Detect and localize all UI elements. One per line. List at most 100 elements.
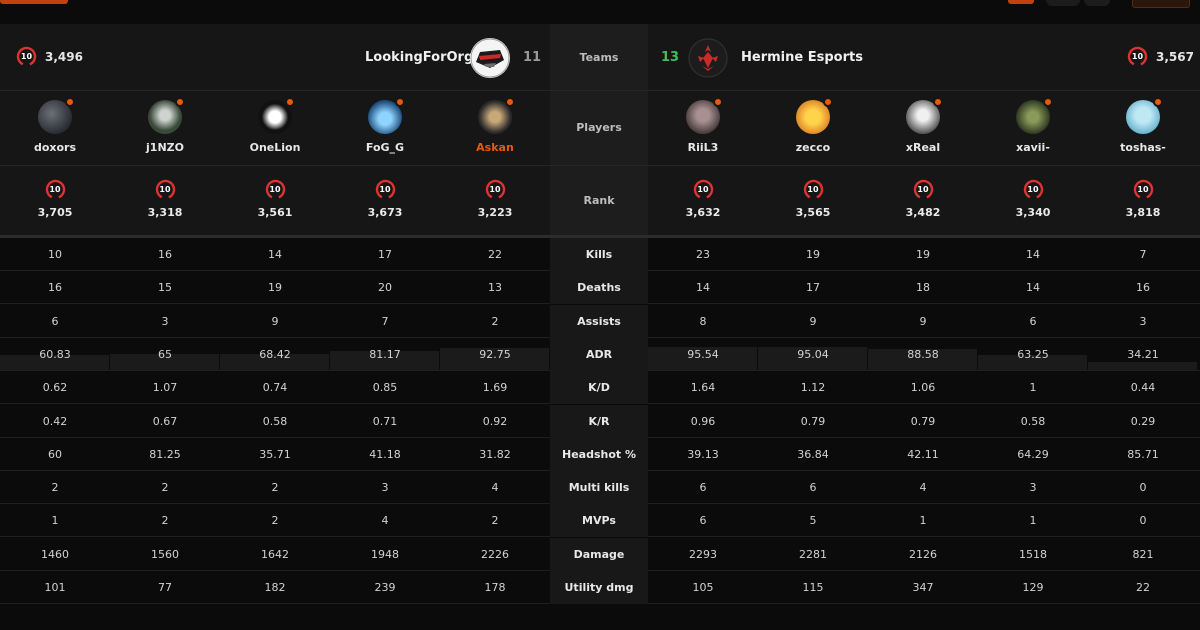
stat-row: Kills 10 16 14 17 22 23 19 19 14 7 (0, 238, 1200, 271)
stat-row: MVPs 1 2 2 4 2 6 5 1 1 0 (0, 504, 1200, 538)
avatar[interactable] (906, 97, 943, 134)
player-name[interactable]: doxors (33, 141, 77, 154)
player-rank: 10 3,705 (0, 177, 110, 219)
player-card[interactable]: OneLion (220, 97, 330, 154)
player-card[interactable]: FoG_G (330, 97, 440, 154)
stat-value: 77 (158, 581, 172, 594)
stat-value: 2 (491, 314, 499, 328)
stat-value: 1.69 (482, 381, 508, 395)
player-card[interactable]: xReal (868, 97, 978, 154)
stat-value: 1 (1029, 514, 1037, 528)
stat-label-cell (550, 337, 648, 371)
team-right-logo[interactable] (688, 38, 728, 78)
divider (0, 90, 1200, 91)
stat-value: 85.71 (1127, 447, 1159, 461)
player-rank: 10 3,673 (330, 177, 440, 219)
player-card[interactable]: j1NZO (110, 97, 220, 154)
stat-label: Headshot % (561, 447, 636, 461)
avatar[interactable] (478, 97, 515, 134)
stat-value: 19 (806, 248, 820, 261)
player-card[interactable]: xavii- (978, 97, 1088, 154)
stat-row: Multi kills 2 2 2 3 4 6 6 4 3 0 (0, 471, 1200, 505)
stat-value: 2 (491, 514, 499, 528)
rank-level-icon: 10 (265, 179, 286, 200)
player-name[interactable]: j1NZO (146, 141, 184, 154)
stat-value: 2 (271, 514, 279, 528)
status-dot-icon (395, 97, 405, 107)
team-left-logo[interactable] (470, 38, 510, 78)
stat-value: 0.79 (800, 414, 826, 428)
player-name[interactable]: Askan (476, 141, 514, 154)
stat-label: Multi kills (568, 481, 630, 495)
player-card[interactable]: zecco (758, 97, 868, 154)
stat-value: 6 (699, 481, 707, 495)
stat-value: 1460 (41, 547, 69, 561)
stat-value: 95.04 (797, 347, 829, 361)
adr-bar (220, 353, 329, 370)
player-elo: 3,561 (257, 206, 293, 219)
avatar[interactable] (148, 97, 185, 134)
player-rank: 10 3,818 (1088, 177, 1198, 219)
player-name[interactable]: zecco (795, 141, 831, 154)
stat-value: 4 (491, 481, 499, 495)
stat-value: 1518 (1019, 547, 1047, 561)
adr-bar (110, 353, 219, 370)
stat-value: 9 (271, 314, 279, 328)
stat-value: 64.29 (1017, 447, 1049, 461)
stat-row: K/R 0.42 0.67 0.58 0.71 0.92 0.96 0.79 0.79 0.58 0… (0, 404, 1200, 438)
stat-value: 16 (48, 281, 62, 295)
stat-value: 347 (912, 581, 934, 594)
stat-value: 35.71 (259, 447, 291, 461)
player-card[interactable]: RiiL3 (648, 97, 758, 154)
avatar[interactable] (1126, 97, 1163, 134)
player-name[interactable]: xavii- (1016, 141, 1050, 154)
stat-label: Deaths (577, 281, 621, 295)
nav-button[interactable] (1046, 0, 1080, 6)
player-name[interactable]: xReal (905, 141, 941, 154)
label-rank: Rank (583, 194, 615, 207)
player-name[interactable]: RiiL3 (687, 141, 719, 154)
stat-value: 9 (919, 314, 927, 328)
player-card[interactable]: doxors (0, 97, 110, 154)
stat-label: Utility dmg (564, 581, 634, 594)
label-teams: Teams (579, 51, 619, 64)
player-name[interactable]: OneLion (249, 141, 301, 154)
player-card[interactable]: Askan (440, 97, 550, 154)
stat-value: 10 (48, 248, 62, 261)
stat-label-cell (550, 304, 648, 338)
player-rank: 10 3,482 (868, 177, 978, 219)
stat-value: 0.67 (152, 414, 178, 428)
nav-accent-tab[interactable] (0, 0, 68, 4)
stat-value: 19 (916, 248, 930, 261)
avatar[interactable] (796, 97, 833, 134)
avatar[interactable] (38, 97, 75, 134)
stat-label-cell (550, 471, 648, 505)
stat-value: 0.29 (1130, 414, 1156, 428)
team-right-name[interactable]: Hermine Esports (741, 50, 863, 65)
stat-value: 0.44 (1130, 381, 1156, 395)
avatar[interactable] (258, 97, 295, 134)
avatar[interactable] (1016, 97, 1053, 134)
player-elo: 3,340 (1015, 206, 1051, 219)
player-elo: 3,818 (1125, 206, 1161, 219)
player-name[interactable]: FoG_G (365, 141, 405, 154)
stat-value: 1 (1029, 381, 1037, 395)
stat-value: 20 (378, 281, 392, 295)
avatar[interactable] (368, 97, 405, 134)
stat-value: 1948 (371, 547, 399, 561)
stat-label-cell (550, 571, 648, 604)
stat-value: 2293 (689, 547, 717, 561)
stat-label: K/R (588, 414, 610, 428)
team-left-name[interactable]: LookingForOrg (365, 50, 474, 65)
nav-accent-button[interactable] (1008, 0, 1034, 4)
player-card[interactable]: toshas- (1088, 97, 1198, 154)
player-name[interactable]: toshas- (1120, 141, 1166, 154)
avatar[interactable] (686, 97, 723, 134)
stat-row: Assists 6 3 9 7 2 8 9 9 6 3 (0, 304, 1200, 338)
nav-outline-button[interactable] (1132, 0, 1190, 8)
stat-value: 92.75 (479, 347, 511, 361)
stat-value: 4 (381, 514, 389, 528)
stat-value: 16 (1136, 281, 1150, 295)
stat-label: ADR (585, 347, 613, 361)
nav-button[interactable] (1084, 0, 1110, 6)
